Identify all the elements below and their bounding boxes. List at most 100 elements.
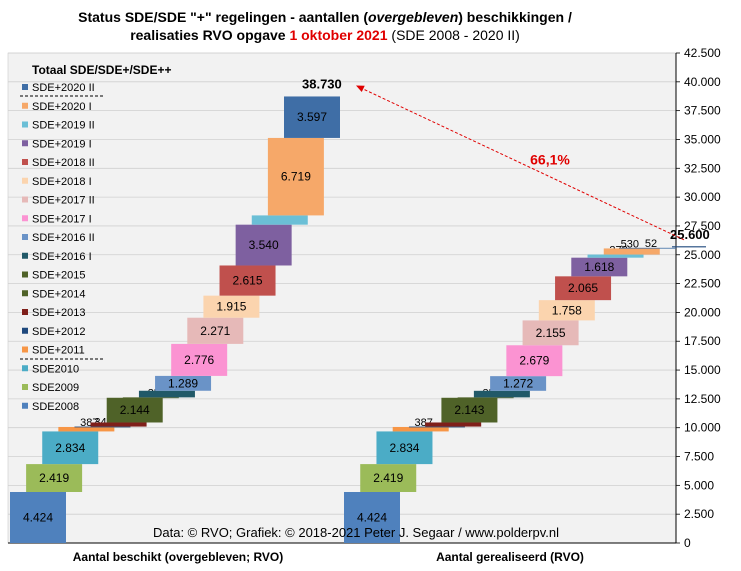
percentage-label: 66,1% xyxy=(530,152,570,168)
chart-title-line1: Status SDE/SDE "+" regelingen - aantalle… xyxy=(78,9,572,25)
y-tick-label: 17.500 xyxy=(684,334,721,348)
legend-swatch xyxy=(22,346,28,353)
bar-sde-2013-2 xyxy=(425,422,482,427)
data-label: 1.915 xyxy=(216,300,246,314)
y-tick-label: 42.500 xyxy=(684,46,721,60)
y-tick-label: 5.000 xyxy=(684,478,714,492)
legend-entry: SDE+2016 II xyxy=(32,232,95,244)
bar-sde2010-1 xyxy=(42,431,99,465)
y-tick-label: 40.000 xyxy=(684,75,721,89)
data-label: 2.271 xyxy=(200,324,230,338)
y-tick-label: 7.500 xyxy=(684,450,714,464)
y-tick-label: 37.500 xyxy=(684,104,721,118)
bar-sde-2020-i-2 xyxy=(603,248,660,255)
y-tick-label: 0 xyxy=(684,536,691,550)
legend-swatch xyxy=(22,252,28,259)
data-label: 2.419 xyxy=(373,471,403,485)
legend-entry: SDE+2014 xyxy=(32,288,86,300)
x-category-label-2: Aantal gerealiseerd (RVO) xyxy=(436,550,584,564)
bar-sde-2018-i-1 xyxy=(203,295,260,318)
bar-sde-2020-i-1 xyxy=(267,137,324,216)
y-tick-label: 10.000 xyxy=(684,421,721,435)
data-label: 2.144 xyxy=(120,403,150,417)
legend-swatch xyxy=(22,102,28,109)
bar-sde2008-1 xyxy=(10,491,66,543)
data-label: 3.540 xyxy=(249,238,279,252)
y-tick-label: 2.500 xyxy=(684,507,714,521)
credit-text: Data: © RVO; Grafiek: © 2018-2021 Peter … xyxy=(153,525,559,540)
data-label: 2.834 xyxy=(55,441,85,455)
data-label: 1.289 xyxy=(168,376,198,390)
bar-sde-2012-2 xyxy=(408,426,465,428)
bar-sde-2012-1 xyxy=(74,426,131,428)
bar-sde-2013-1 xyxy=(90,422,147,427)
bar-sde-2016-ii-2 xyxy=(490,376,547,391)
data-label: 2.679 xyxy=(519,354,549,368)
y-tick-label: 12.500 xyxy=(684,392,721,406)
data-label: 52 xyxy=(645,238,657,250)
data-label: 4.424 xyxy=(357,510,387,524)
legend-swatch xyxy=(22,365,28,372)
bar-sde-2014-1 xyxy=(106,397,163,423)
bar-sde-2018-ii-2 xyxy=(555,276,612,301)
bar-sde-2011-1 xyxy=(58,426,115,432)
total-label-1: 38.730 xyxy=(302,76,342,91)
ratio-arrowhead xyxy=(356,85,365,93)
data-label: 2.834 xyxy=(389,441,419,455)
data-label: 4.424 xyxy=(23,510,53,524)
bar-sde-2015-1 xyxy=(122,397,179,399)
legend-entry: SDE+2020 I xyxy=(32,101,92,113)
bar-sde-2016-ii-1 xyxy=(155,375,212,391)
legend-swatch xyxy=(22,84,28,90)
data-label: 6.719 xyxy=(281,170,311,184)
legend-swatch xyxy=(22,196,28,203)
bar-sde-2014-2 xyxy=(441,397,498,423)
bar-sde-2015-2 xyxy=(457,397,514,399)
bar-sde-2016-i-2 xyxy=(473,390,530,398)
ratio-arrow xyxy=(360,87,685,241)
legend-entry: SDE+2012 xyxy=(32,326,86,338)
legend-swatch xyxy=(22,309,28,315)
legend-entry: SDE2009 xyxy=(32,382,79,394)
y-tick-label: 20.000 xyxy=(684,305,721,319)
bar-sde-2016-i-1 xyxy=(138,390,195,398)
x-category-label-1: Aantal beschikt (overgebleven; RVO) xyxy=(73,550,284,564)
bar-sde-2019-ii-2 xyxy=(587,254,644,258)
legend-entry: SDE2008 xyxy=(32,401,79,413)
legend-swatch xyxy=(22,121,28,128)
legend-swatch xyxy=(22,402,28,409)
legend-swatch xyxy=(22,290,28,297)
legend-swatch xyxy=(22,177,28,184)
y-tick-label: 32.500 xyxy=(684,161,721,175)
legend-entry: SDE+2017 I xyxy=(32,213,92,225)
y-tick-label: 15.000 xyxy=(684,363,721,377)
y-tick-label: 27.500 xyxy=(684,219,721,233)
bar-sde-2019-i-1 xyxy=(235,224,292,266)
bar-sde-2019-i-2 xyxy=(571,257,628,277)
y-tick-label: 22.500 xyxy=(684,277,721,291)
data-label: 2.143 xyxy=(454,403,484,417)
bar-sde2008-2 xyxy=(344,491,400,543)
legend-entry: SDE+2019 I xyxy=(32,138,92,150)
data-label: 2.615 xyxy=(233,274,263,288)
legend-swatch xyxy=(22,384,28,390)
bar-sde-2017-ii-2 xyxy=(522,320,579,346)
data-label: 1.618 xyxy=(584,260,614,274)
bar-sde-2017-ii-1 xyxy=(187,317,244,344)
bar-sde-2020-ii-1 xyxy=(284,96,340,138)
legend-entry: SDE+2018 II xyxy=(32,157,95,169)
legend-entry: SDE+2013 xyxy=(32,307,86,319)
legend-swatch xyxy=(22,271,28,278)
bar-sde-2020-ii-2 xyxy=(620,247,676,249)
data-label: 530 xyxy=(621,238,639,250)
data-label: 1.272 xyxy=(503,376,533,390)
legend-entry: SDE+2018 I xyxy=(32,176,92,188)
y-tick-label: 35.000 xyxy=(684,132,721,146)
y-tick-label: 30.000 xyxy=(684,190,721,204)
legend-entry: SDE2010 xyxy=(32,363,79,375)
data-label: 2.065 xyxy=(568,281,598,295)
legend-swatch xyxy=(22,234,28,240)
bar-sde-2011-2 xyxy=(392,426,449,432)
chart-title-line2: realisaties RVO opgave 1 oktober 2021 (S… xyxy=(130,27,520,43)
